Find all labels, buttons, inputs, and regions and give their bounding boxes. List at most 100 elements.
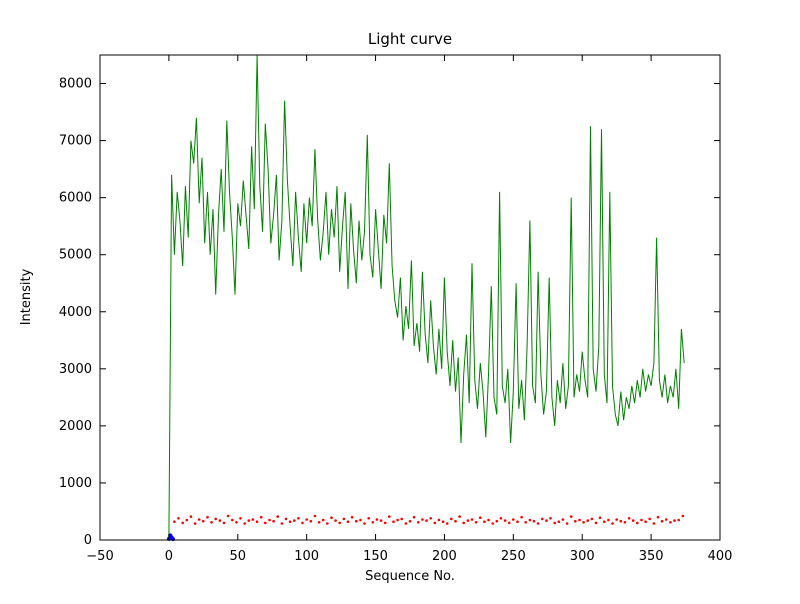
point-background-level (280, 522, 284, 525)
point-background-level (206, 515, 209, 519)
point-background-level (644, 520, 647, 523)
point-background-level (268, 518, 271, 522)
point-background-level (379, 519, 383, 522)
point-background-level (520, 515, 523, 519)
point-background-level (565, 522, 569, 525)
point-background-level (276, 515, 280, 518)
point-background-level (503, 519, 507, 522)
point-background-level (359, 518, 362, 522)
point-background-level (297, 517, 300, 520)
point-background-level (607, 518, 610, 522)
point-background-level (197, 518, 201, 521)
point-background-level (549, 517, 552, 520)
point-background-level (330, 516, 333, 519)
point-background-level (284, 517, 288, 521)
point-background-level (429, 517, 433, 520)
point-background-level (437, 518, 441, 522)
point-background-level (450, 517, 453, 521)
point-background-level (611, 522, 614, 525)
point-background-level (487, 518, 490, 522)
point-background-level (474, 521, 478, 524)
point-background-level (247, 519, 251, 522)
y-tick-label: 0 (84, 533, 92, 548)
x-tick-label: 300 (570, 549, 595, 564)
point-background-level (545, 519, 548, 522)
point-background-level (660, 519, 664, 523)
point-background-level (532, 519, 536, 523)
x-tick-label: −50 (86, 549, 113, 564)
point-background-level (627, 517, 631, 520)
point-background-level (491, 522, 495, 525)
point-background-level (181, 521, 184, 525)
point-background-level (458, 515, 461, 518)
point-background-level (177, 517, 180, 520)
point-background-level (421, 518, 424, 521)
point-background-level (425, 519, 428, 522)
point-background-level (603, 520, 606, 523)
point-background-level (264, 521, 267, 525)
point-background-level (255, 520, 259, 523)
chart-title: Light curve (368, 30, 452, 48)
point-background-level (288, 520, 292, 523)
point-background-level (342, 517, 346, 521)
y-tick-label: 5000 (59, 248, 92, 263)
point-background-level (665, 518, 668, 521)
point-background-level (536, 522, 540, 525)
point-background-level (524, 521, 527, 524)
point-background-level (363, 522, 366, 525)
point-background-level (408, 519, 412, 523)
point-background-level (574, 519, 577, 523)
point-background-level (495, 519, 499, 523)
point-background-level (512, 518, 515, 521)
point-background-level (346, 520, 350, 523)
point-background-level (433, 521, 437, 525)
point-background-level (623, 521, 627, 524)
point-background-level (210, 521, 213, 524)
point-background-level (417, 521, 420, 524)
point-background-level (516, 520, 519, 523)
point-background-level (321, 518, 325, 522)
point-background-level (222, 521, 226, 525)
y-tick-label: 7000 (59, 134, 92, 149)
x-tick-label: 200 (432, 549, 457, 564)
point-background-level (326, 522, 329, 525)
point-background-level (582, 521, 585, 524)
point-background-level (367, 517, 371, 520)
point-background-level (528, 518, 532, 522)
point-background-level (301, 521, 304, 525)
point-background-level (371, 521, 375, 524)
point-background-level (317, 521, 321, 524)
point-background-level (404, 522, 408, 525)
point-background-level (231, 518, 234, 522)
point-background-level (541, 517, 544, 521)
point-background-level (594, 521, 598, 525)
point-background-level (619, 519, 623, 523)
point-background-level (615, 518, 618, 521)
point-background-level (483, 520, 486, 523)
point-background-level (396, 518, 399, 522)
point-background-level (557, 520, 561, 523)
y-tick-label: 2000 (59, 419, 92, 434)
point-background-level (631, 519, 635, 522)
point-background-level (350, 515, 354, 519)
x-tick-label: 250 (501, 549, 526, 564)
x-tick-label: 100 (294, 549, 319, 564)
point-background-level (305, 518, 309, 521)
point-background-level (173, 520, 176, 523)
point-background-level (400, 517, 404, 521)
point-background-level (499, 517, 503, 520)
point-background-level (243, 522, 246, 525)
point-background-level (652, 522, 656, 525)
point-background-level (553, 521, 556, 525)
point-background-level (388, 515, 391, 518)
axes-frame (99, 54, 721, 541)
point-background-level (640, 518, 643, 522)
point-background-level (586, 519, 589, 522)
point-background-level (235, 521, 238, 524)
point-background-level (470, 518, 474, 521)
point-background-level (598, 516, 602, 519)
point-background-level (392, 520, 395, 523)
point-background-level (383, 521, 387, 525)
point-background-level (293, 519, 296, 522)
